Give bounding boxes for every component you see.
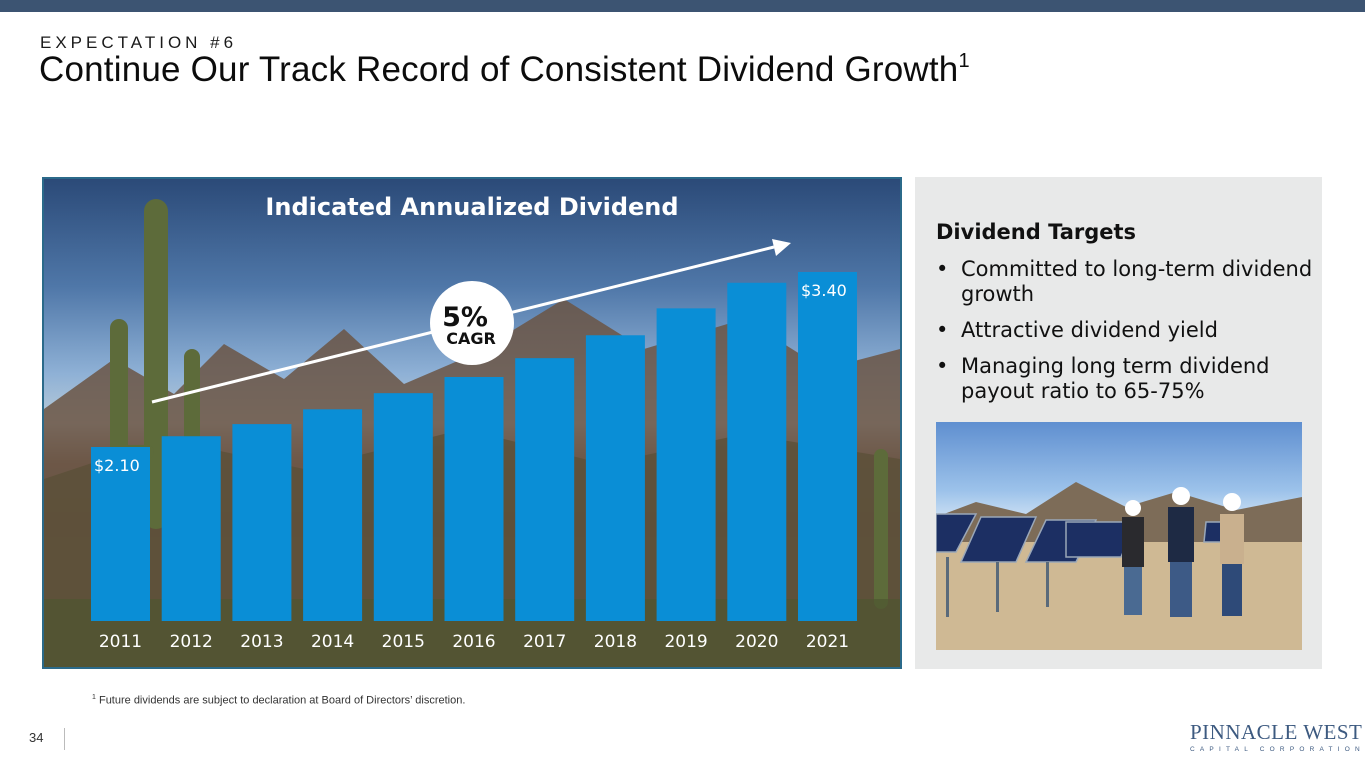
bullet-icon: • [936, 318, 949, 342]
solar-field-workers-photo [936, 422, 1302, 650]
bullet-icon: • [936, 354, 949, 378]
top-accent-bar [0, 0, 1365, 12]
cagr-value: 5% [442, 302, 488, 333]
x-tick-label: 2012 [170, 632, 213, 652]
list-item: • Managing long term dividend payout rati… [936, 354, 1316, 404]
x-tick-label: 2017 [523, 632, 566, 652]
slide-eyebrow: EXPECTATION #6 [40, 33, 238, 52]
x-tick-label: 2020 [735, 632, 778, 652]
x-tick-label: 2011 [99, 632, 142, 652]
x-tick-label: 2018 [594, 632, 637, 652]
bar-2012 [161, 436, 221, 621]
bullet-text: Managing long term dividend payout ratio… [961, 354, 1270, 403]
bullet-icon: • [936, 257, 949, 281]
footnote: 1 Future dividends are subject to declar… [92, 694, 465, 707]
list-item: • Committed to long-term dividend growth [936, 257, 1316, 307]
bar-2011 [91, 447, 150, 621]
x-tick-label: 2021 [806, 632, 849, 652]
footnote-text: Future dividends are subject to declarat… [98, 694, 466, 707]
bar-2020 [727, 282, 787, 621]
page-number-divider [64, 728, 65, 750]
x-tick-label: 2019 [664, 632, 707, 652]
title-footnote-marker: 1 [958, 50, 970, 72]
logo-wordmark: PINNACLE WEST [1190, 720, 1363, 744]
data-labels: $2.10 $3.40 [94, 281, 847, 475]
solar-field-illustration [936, 482, 1302, 650]
bar-2014 [303, 409, 363, 621]
list-item: • Attractive dividend yield [936, 318, 1316, 343]
x-tick-label: 2013 [240, 632, 283, 652]
slide-title: Continue Our Track Record of Consistent … [39, 50, 970, 90]
slide-title-text: Continue Our Track Record of Consistent … [39, 50, 959, 89]
dividend-chart-panel: Indicated Annualized Dividend 2011 2012 20… [42, 177, 902, 669]
dividend-bar-chart: Indicated Annualized Dividend 2011 2012 20… [44, 193, 900, 667]
x-axis-tick-labels: 2011 2012 2013 2014 2015 2016 2017 2018 2019 2020… [99, 632, 849, 652]
chart-title: Indicated Annualized Dividend [265, 193, 678, 221]
logo-tagline: CAPITAL CORPORATION [1190, 746, 1365, 753]
x-tick-label: 2016 [452, 632, 495, 652]
x-tick-label: 2015 [382, 632, 425, 652]
workers [1122, 487, 1244, 617]
x-tick-label: 2014 [311, 632, 354, 652]
dividend-targets-panel: Dividend Targets • Committed to long-term… [915, 177, 1322, 669]
bar-2015 [373, 393, 433, 621]
bar-2013 [232, 424, 292, 621]
bar-2021 [798, 272, 857, 621]
data-label-last: $3.40 [801, 281, 847, 300]
cagr-badge: 5% CAGR [430, 281, 514, 365]
page-number: 34 [29, 730, 44, 745]
bar-2016 [444, 377, 504, 621]
dividend-targets-heading: Dividend Targets [936, 220, 1137, 244]
bar-2019 [656, 308, 716, 621]
bar-series [91, 272, 857, 621]
dividend-targets-list: • Committed to long-term dividend growth … [936, 257, 1316, 415]
bullet-text: Attractive dividend yield [961, 318, 1218, 342]
footnote-marker: 1 [92, 694, 96, 701]
bar-2017 [515, 358, 575, 621]
cagr-label: CAGR [446, 329, 496, 348]
bullet-text: Committed to long-term dividend growth [961, 257, 1313, 306]
pinnacle-west-logo: PINNACLE WEST CAPITAL CORPORATION [1190, 720, 1365, 754]
bar-2018 [585, 335, 645, 621]
data-label-first: $2.10 [94, 456, 140, 475]
